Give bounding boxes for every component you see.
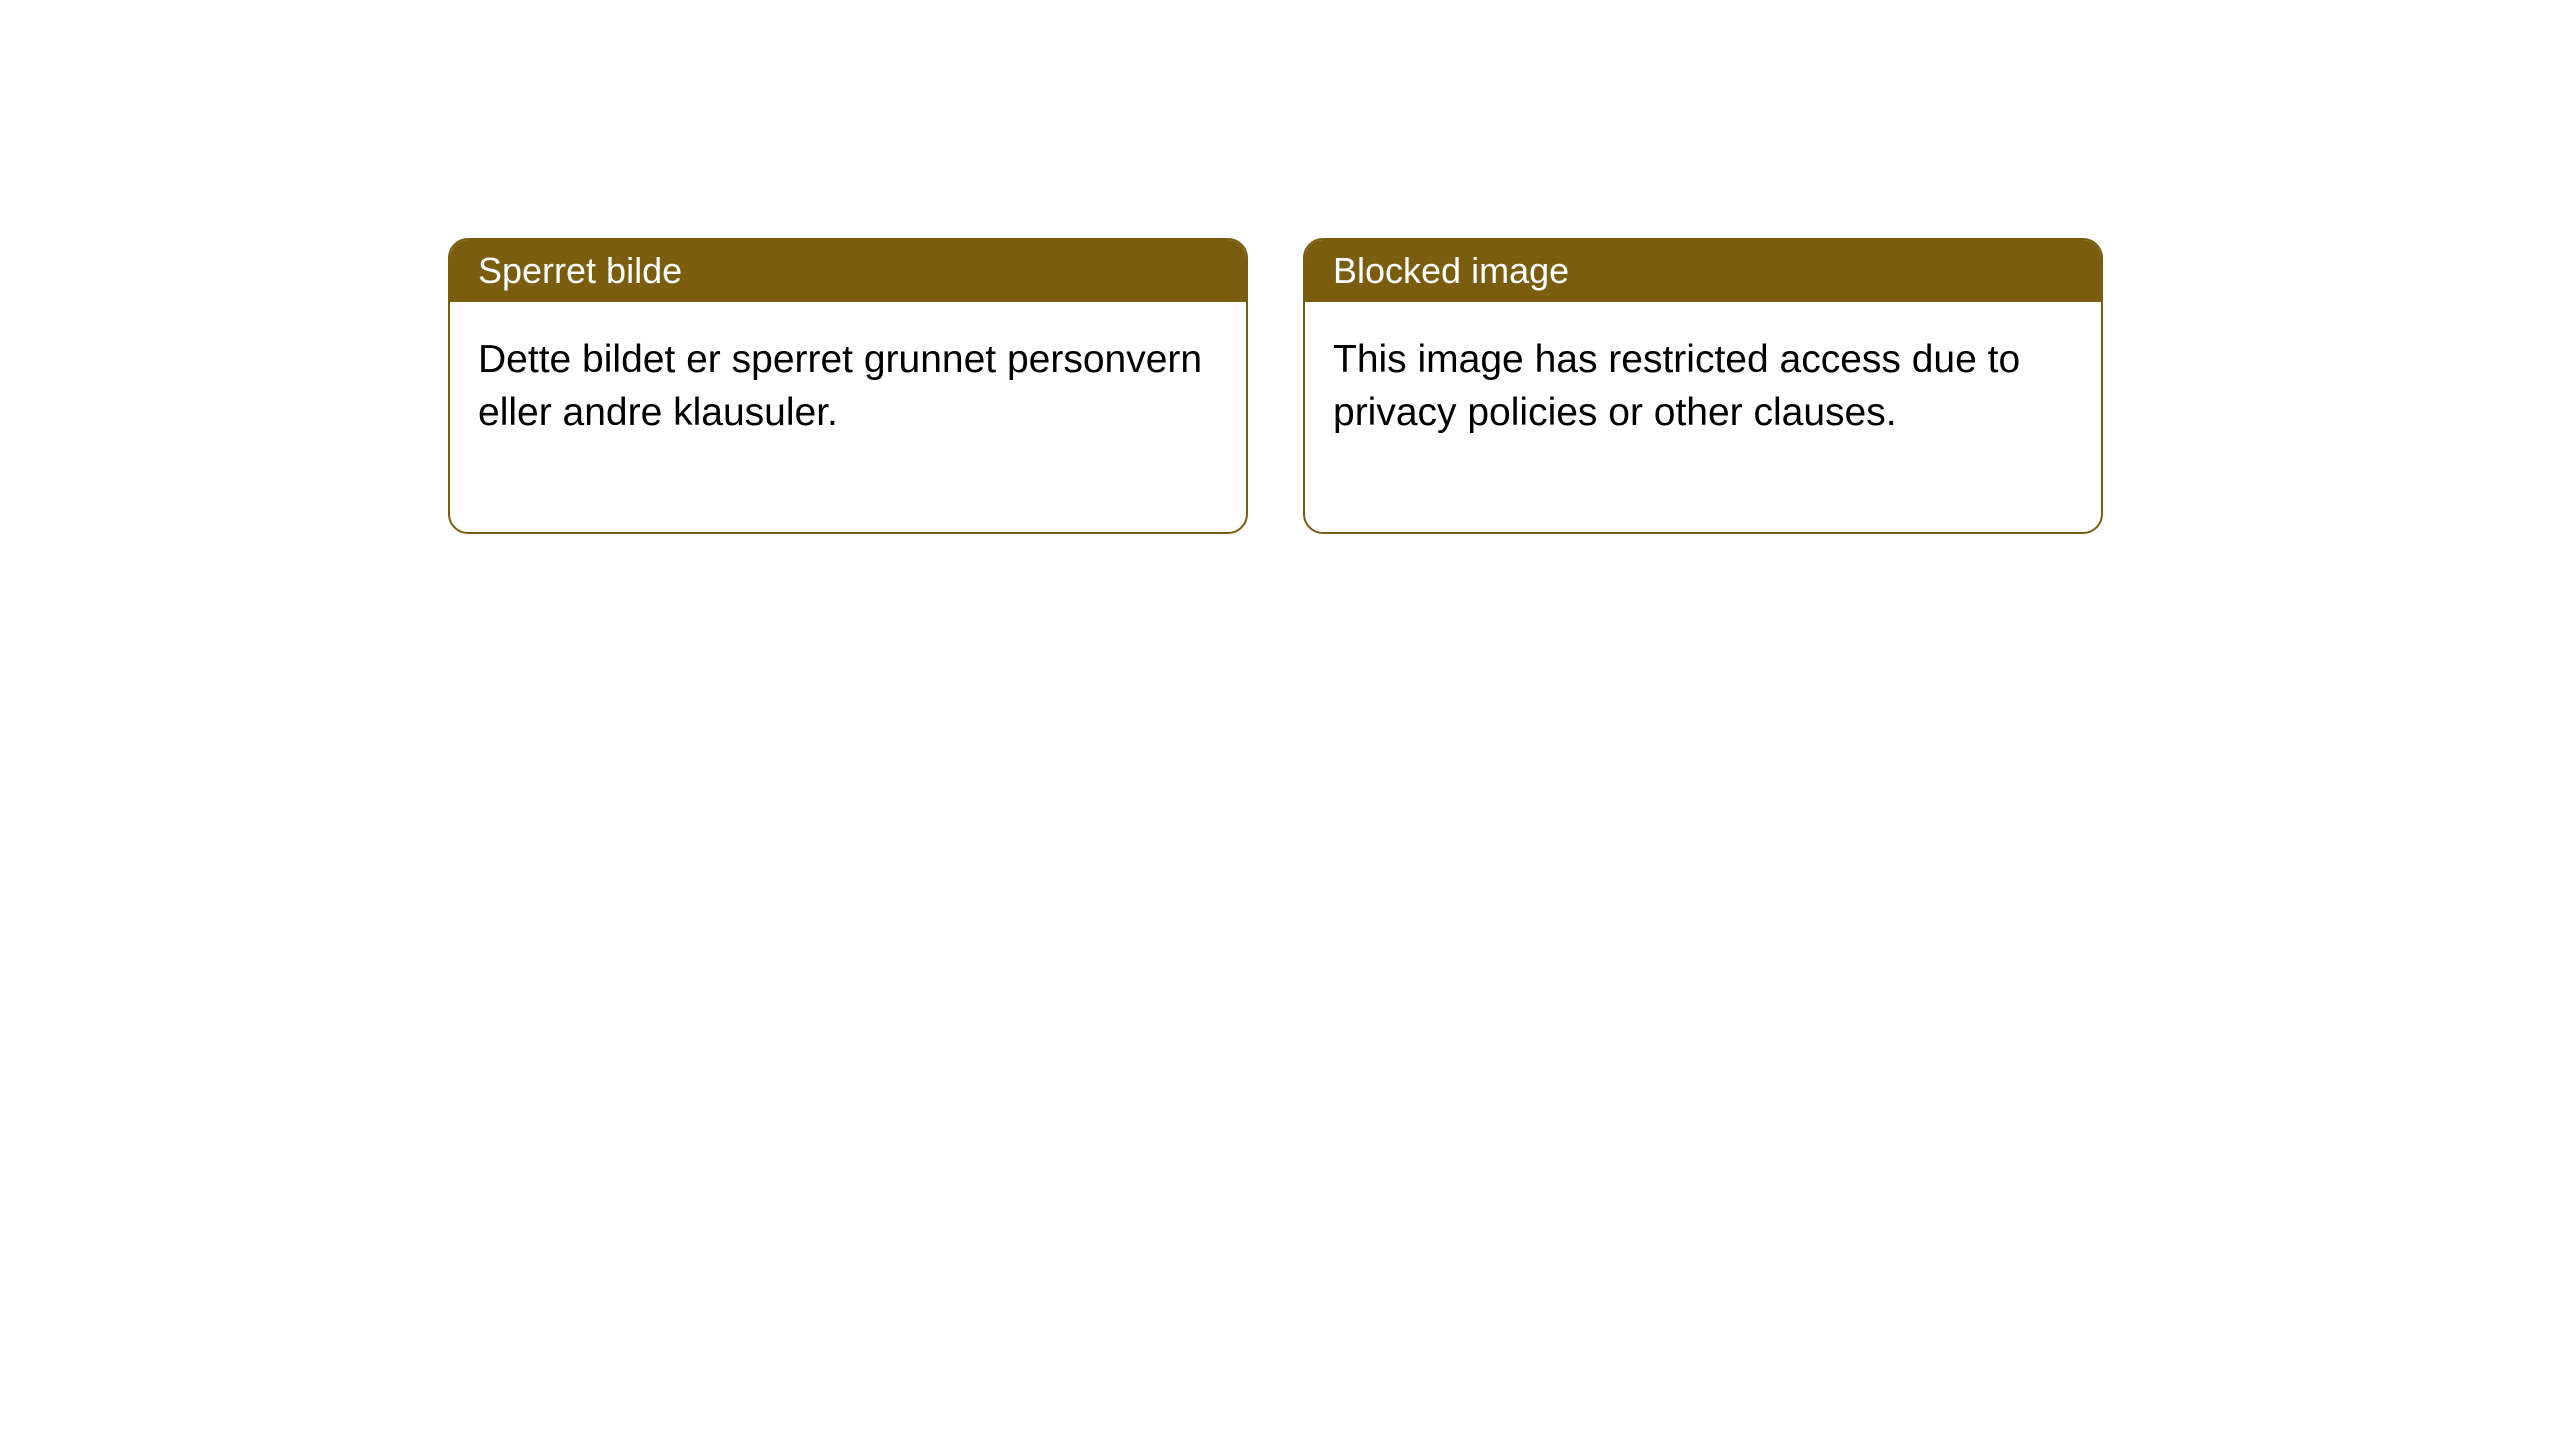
card-title: Sperret bilde — [478, 250, 682, 291]
card-body-text: Dette bildet er sperret grunnet personve… — [478, 338, 1202, 434]
card-header: Blocked image — [1305, 240, 2101, 302]
card-body: This image has restricted access due to … — [1305, 302, 2101, 532]
card-body: Dette bildet er sperret grunnet personve… — [450, 302, 1246, 532]
notice-card-norwegian: Sperret bilde Dette bildet er sperret gr… — [448, 238, 1248, 534]
card-body-text: This image has restricted access due to … — [1333, 338, 2020, 434]
card-title: Blocked image — [1333, 250, 1569, 291]
notice-cards-container: Sperret bilde Dette bildet er sperret gr… — [0, 0, 2560, 534]
card-header: Sperret bilde — [450, 240, 1246, 302]
notice-card-english: Blocked image This image has restricted … — [1303, 238, 2103, 534]
